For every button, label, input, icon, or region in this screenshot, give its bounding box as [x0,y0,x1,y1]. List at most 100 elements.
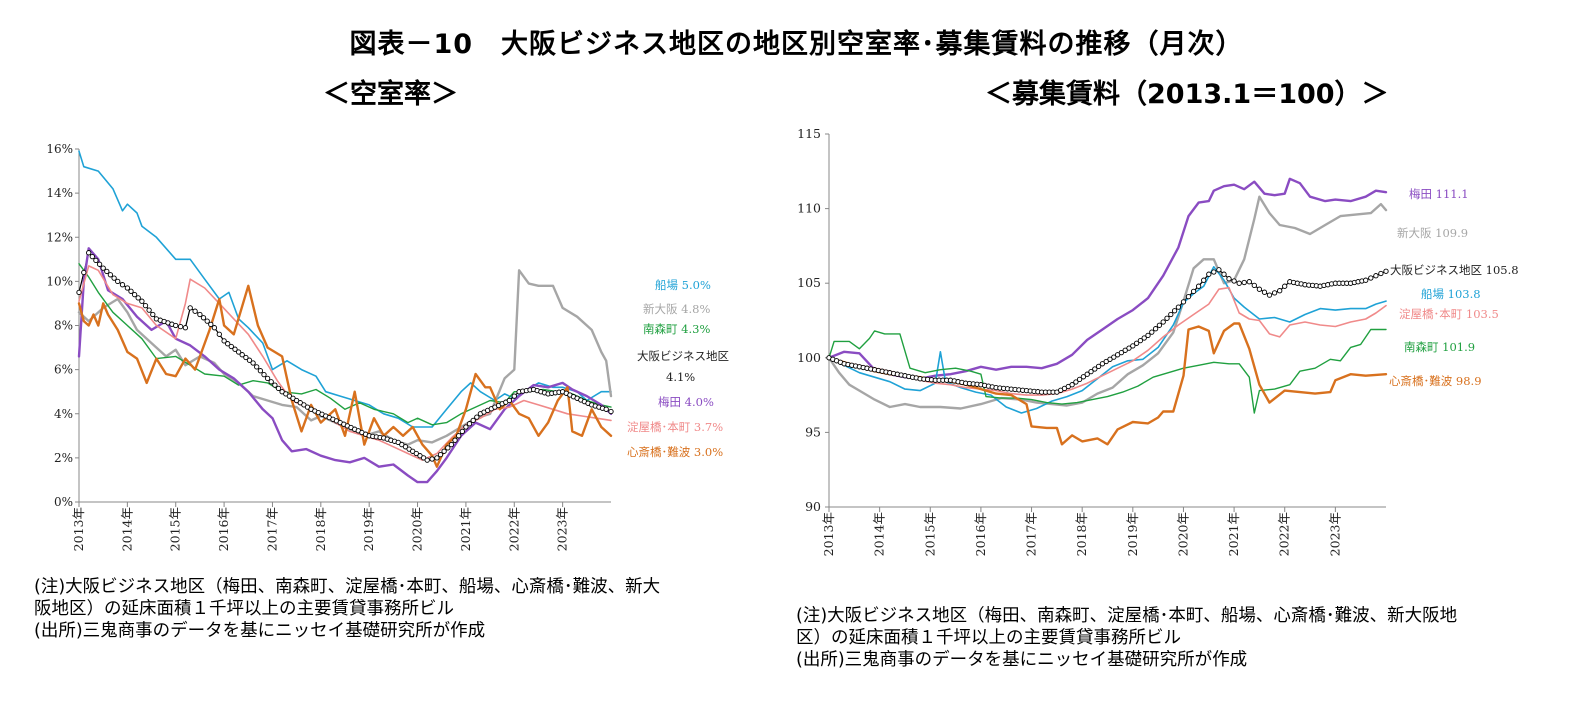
y-tick-label: 95 [805,424,821,439]
data-point-marker [104,268,110,275]
data-point-marker [1126,345,1132,351]
data-point-marker [124,285,131,291]
data-point-marker [1103,358,1109,365]
data-point-marker [142,302,149,309]
data-point-marker [402,444,409,450]
rent-label-umeda: 梅田 111.1 [1409,187,1469,201]
y-tick-label: 100 [797,350,821,365]
rent-label-osaka-business-district: 大阪ビジネス地区 105.8 [1390,263,1519,277]
figure-title: 図表－10 大阪ビジネス地区の地区別空室率･募集賃料の推移（月次） [349,29,1244,60]
rent-label-senba: 船場 103.8 [1421,287,1481,301]
data-point-marker [1256,286,1263,292]
data-point-marker [1246,279,1252,285]
data-point-marker [197,311,203,318]
data-point-marker [254,364,260,370]
data-point-marker [424,457,430,463]
data-point-marker [111,275,117,281]
data-point-marker [96,261,103,267]
y-tick-label: 16% [46,142,73,156]
vacancy-label-umeda: 梅田 4.0% [658,395,714,409]
vacancy-line-shinsaibashi-namba [77,284,613,468]
data-point-marker [452,437,458,443]
rent-label-yodoyabashi-honmachi: 淀屋橋･本町 103.5 [1399,307,1499,321]
data-point-marker [1236,280,1242,286]
rent-line-minamimorimachi [828,328,1387,414]
data-point-marker [413,450,419,457]
x-tick-label: 2015年 [168,507,183,551]
data-point-marker [208,321,214,328]
data-point-marker [268,379,274,385]
data-point-marker [1195,283,1202,289]
data-point-marker [1164,315,1170,321]
data-point-marker [264,375,271,382]
data-point-marker [1180,299,1187,305]
data-point-marker [1206,271,1212,277]
x-tick-label: 2016年 [973,512,988,556]
note-line: (注)大阪ビジネス地区（梅田、南森町、淀屋橋･本町、船場、心斎橋･難波、新大阪地 [796,606,1458,626]
note-line: 区）の延床面積１千坪以上の主要賃貸事務所ビル [796,628,1181,648]
x-tick-label: 2019年 [1125,512,1140,556]
data-point-marker [81,269,87,276]
data-point-marker [1251,282,1257,289]
x-tick-label: 2018年 [313,507,328,551]
rent-line-shinsaibashi-namba [827,322,1388,446]
data-point-marker [1149,329,1155,335]
data-point-marker [1073,379,1079,385]
data-point-marker [261,371,267,378]
y-tick-label: 0% [54,495,73,509]
x-tick-label: 2017年 [264,507,279,551]
data-point-marker [1221,271,1227,277]
data-point-marker [211,325,218,331]
note-line: (注)大阪ビジネス地区（梅田、南森町、淀屋橋･本町、船場、心斎橋･難波、新大 [34,577,661,597]
data-point-marker [1076,376,1083,383]
data-point-marker [1141,335,1147,341]
data-point-marker [1261,289,1268,295]
x-tick-label: 2020年 [1175,512,1190,556]
data-point-marker [228,343,234,350]
data-point-marker [429,456,435,462]
data-point-marker [115,278,121,285]
data-point-marker [1216,267,1222,273]
rent-line-umeda [827,177,1388,380]
data-point-marker [200,315,207,321]
data-point-marker [146,307,152,313]
data-point-marker [139,298,145,304]
data-point-marker [1069,382,1075,388]
data-point-marker [131,291,138,298]
data-point-marker [1378,270,1384,277]
x-tick-label: 2021年 [1226,512,1241,556]
data-point-marker [445,445,451,451]
x-tick-label: 2023年 [555,507,570,551]
x-tick-label: 2017年 [1024,512,1039,556]
data-point-marker [1156,322,1163,328]
y-tick-label: 10% [46,274,73,288]
data-point-marker [293,397,300,404]
data-point-marker [608,408,614,415]
data-point-marker [1211,269,1217,275]
data-point-marker [232,346,238,352]
x-tick-label: 2014年 [872,512,887,556]
data-point-marker [128,288,134,294]
data-point-marker [221,338,227,344]
x-tick-label: 2018年 [1074,512,1089,556]
vacancy-label-senba: 船場 5.0% [655,278,711,292]
y-tick-label: 110 [797,201,821,216]
vacancy-line-umeda [77,247,613,484]
data-point-marker [100,265,106,271]
data-point-marker [243,354,249,361]
data-point-marker [459,428,465,435]
source-line: (出所)三鬼商事のデータを基にニッセイ基礎研究所が作成 [34,621,486,641]
data-point-marker [437,451,444,458]
data-point-marker [177,323,184,330]
data-point-marker [399,441,405,448]
y-tick-label: 115 [797,126,821,141]
data-point-marker [225,341,231,347]
data-point-marker [1133,340,1140,346]
y-tick-label: 6% [54,363,73,377]
data-point-marker [187,305,193,311]
data-point-marker [135,295,141,301]
data-point-marker [119,282,126,288]
data-point-marker [1231,278,1237,284]
x-tick-label: 2022年 [506,507,521,551]
